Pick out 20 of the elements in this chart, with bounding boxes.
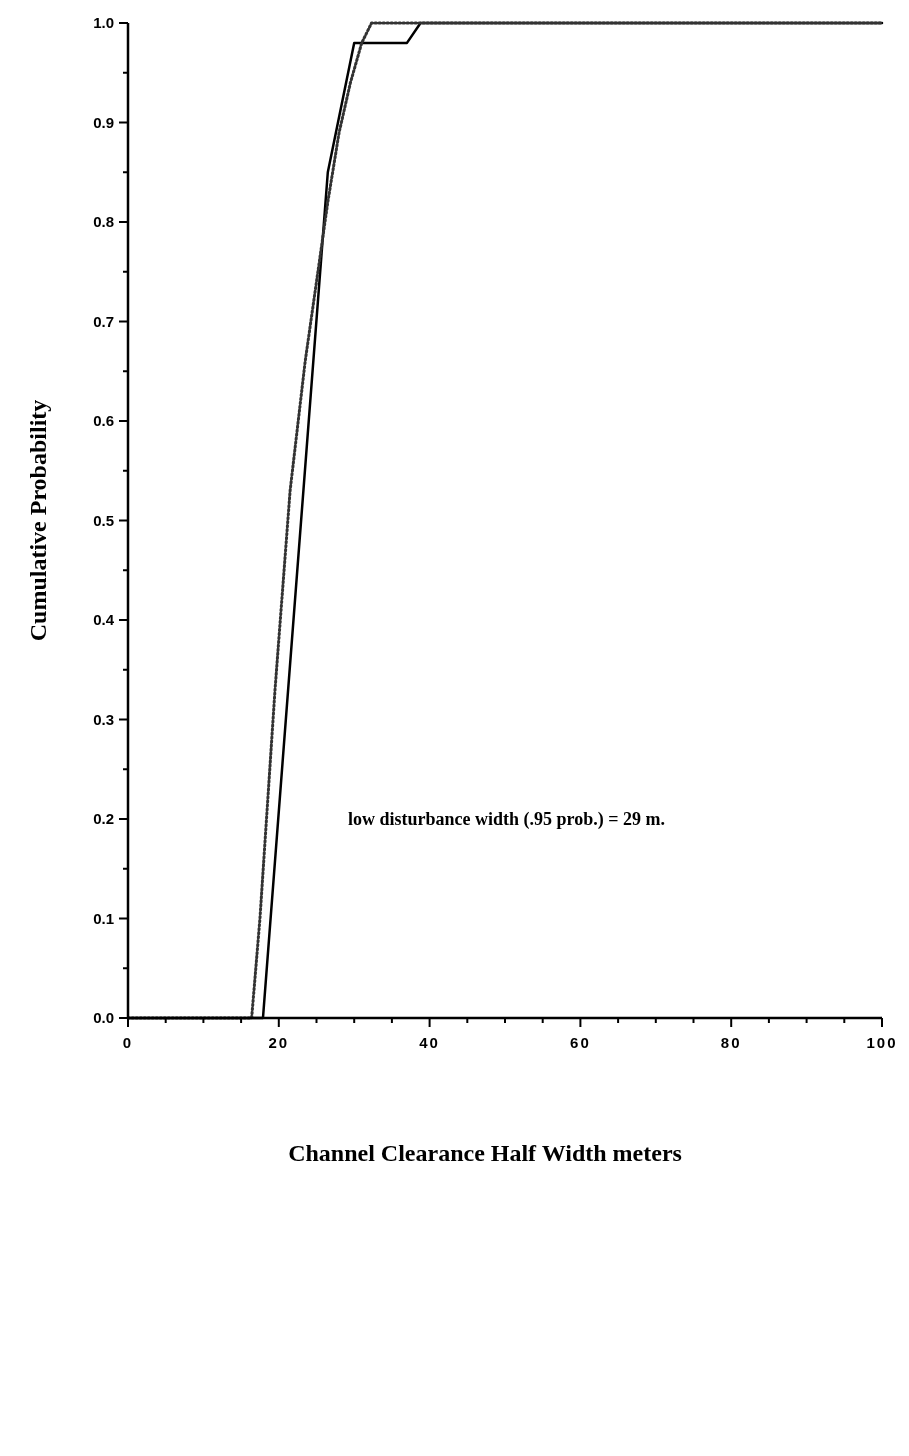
y-tick-label: 0.0: [93, 1009, 114, 1027]
y-tick-label: 0.1: [93, 909, 114, 927]
x-tick-label: 40: [419, 1034, 440, 1051]
y-tick-label: 0.6: [93, 412, 114, 430]
y-tick-label: 0.9: [93, 113, 114, 131]
y-tick-label: 0.7: [93, 312, 114, 330]
x-tick-label: 80: [720, 1034, 742, 1051]
x-tick-label: 20: [268, 1034, 290, 1051]
x-tick-label: 0: [122, 1034, 134, 1051]
y-tick-label: 0.4: [93, 611, 115, 629]
x-tick-label: 60: [570, 1034, 591, 1051]
y-tick-label: 0.3: [93, 710, 114, 728]
x-tick-label: 100: [866, 1034, 898, 1051]
x-axis-title: Channel Clearance Half Width meters: [288, 1140, 682, 1166]
y-tick-label: 0.2: [93, 810, 114, 828]
y-tick-label: 0.8: [93, 213, 114, 231]
annotation: low disturbance width (.95 prob.) = 29 m.: [348, 809, 665, 830]
y-tick-label: 1.0: [93, 14, 114, 32]
y-tick-label: 0.5: [93, 511, 114, 529]
y-axis-title: Cumulative Probability: [25, 399, 51, 642]
